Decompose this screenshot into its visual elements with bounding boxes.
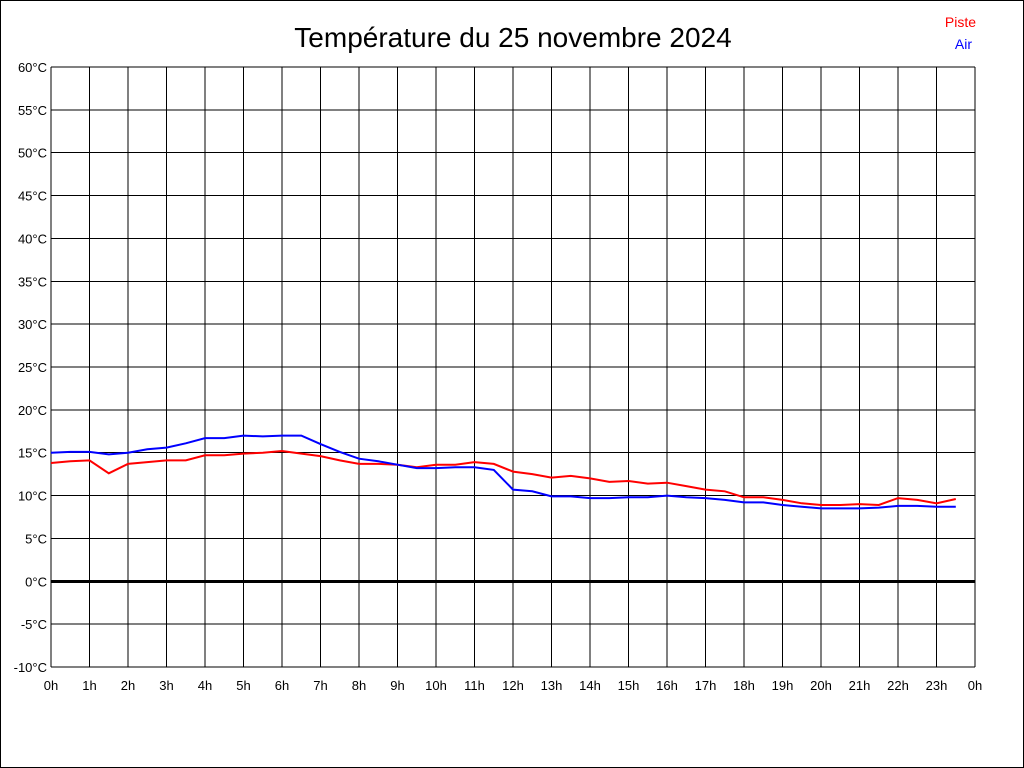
series-line-air xyxy=(50,434,956,510)
x-tick-label: 19h xyxy=(772,678,794,693)
series-line-piste xyxy=(50,449,957,507)
y-tick-label: -5°C xyxy=(21,617,47,632)
x-tick-label: 10h xyxy=(425,678,447,693)
y-tick-label: 10°C xyxy=(18,489,47,504)
x-tick-label: 2h xyxy=(121,678,135,693)
x-tick-label: 13h xyxy=(541,678,563,693)
y-tick-label: 60°C xyxy=(18,60,47,75)
x-tick-label: 7h xyxy=(313,678,327,693)
legend-air: Air xyxy=(955,36,972,52)
x-tick-label: 18h xyxy=(733,678,755,693)
y-tick-label: 55°C xyxy=(18,103,47,118)
x-tick-label: 23h xyxy=(926,678,948,693)
y-tick-label: 5°C xyxy=(25,531,47,546)
y-tick-label: 15°C xyxy=(18,446,47,461)
legend-piste: Piste xyxy=(945,14,976,30)
x-tick-label: 0h xyxy=(968,678,982,693)
y-tick-label: 30°C xyxy=(18,317,47,332)
x-tick-label: 12h xyxy=(502,678,524,693)
x-tick-label: 22h xyxy=(887,678,909,693)
x-tick-label: 9h xyxy=(390,678,404,693)
x-tick-label: 16h xyxy=(656,678,678,693)
x-tick-label: 5h xyxy=(236,678,250,693)
y-tick-label: 50°C xyxy=(18,146,47,161)
x-tick-label: 4h xyxy=(198,678,212,693)
x-tick-label: 11h xyxy=(464,678,485,693)
x-tick-label: 1h xyxy=(82,678,96,693)
y-tick-label: 20°C xyxy=(18,403,47,418)
y-tick-label: 40°C xyxy=(18,231,47,246)
x-tick-label: 17h xyxy=(695,678,717,693)
x-tick-label: 8h xyxy=(352,678,366,693)
y-tick-label: 0°C xyxy=(25,574,47,589)
y-tick-label: -10°C xyxy=(14,660,47,675)
x-tick-label: 21h xyxy=(849,678,871,693)
chart-title: Température du 25 novembre 2024 xyxy=(294,22,731,53)
x-tick-label: 3h xyxy=(159,678,173,693)
x-tick-label: 6h xyxy=(275,678,289,693)
x-tick-label: 15h xyxy=(618,678,640,693)
y-tick-label: 45°C xyxy=(18,189,47,204)
x-tick-label: 0h xyxy=(44,678,58,693)
x-tick-label: 20h xyxy=(810,678,832,693)
x-tick-label: 14h xyxy=(579,678,601,693)
y-tick-label: 35°C xyxy=(18,274,47,289)
y-tick-label: 25°C xyxy=(18,360,47,375)
